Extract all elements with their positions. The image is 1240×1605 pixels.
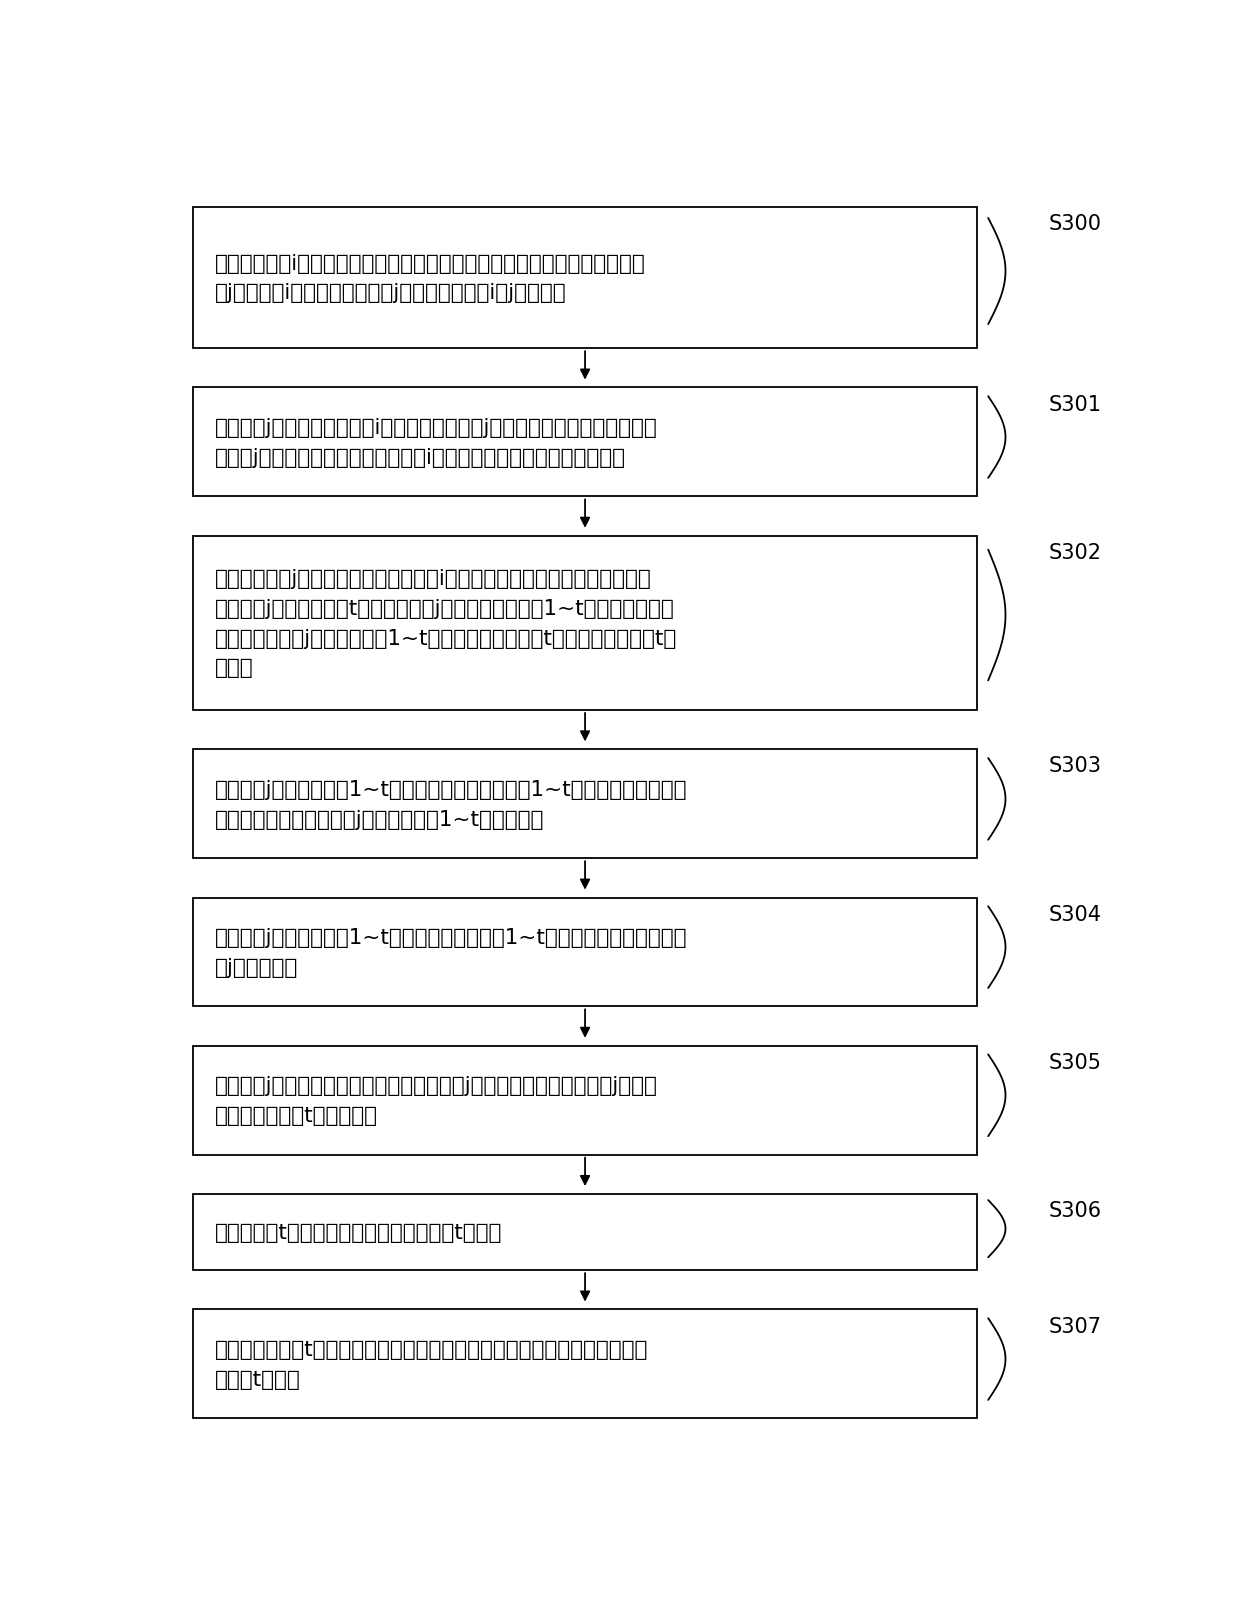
Text: S306: S306 <box>1049 1201 1102 1220</box>
Bar <box>193 388 977 498</box>
Bar <box>193 897 977 1006</box>
Text: 根据切片j的虚拟拉速及当前拉速，确定切片j的合成拉速，并根据切片j的合成
拉速确定冷却区t的合成拉速: 根据切片j的虚拟拉速及当前拉速，确定切片j的合成拉速，并根据切片j的合成 拉速确… <box>215 1075 657 1125</box>
Text: S301: S301 <box>1049 395 1101 414</box>
Text: 根据所述切片j到弯月面的距离、冷却区i的入口和出口分别到弯月面的距离，
确定切片j所在的冷却区t，并根据切片j进入和离开冷却区1~t的时刻以及当前
时刻，确定切: 根据所述切片j到弯月面的距离、冷却区i的入口和出口分别到弯月面的距离， 确定切片… <box>215 570 677 677</box>
Bar <box>193 750 977 859</box>
Bar <box>193 536 977 711</box>
Text: S305: S305 <box>1049 1053 1101 1072</box>
Text: 根据所述冷却区t的水量与预设的回路最大水量及最小水量的关系，调整所述
冷却区t的水量: 根据所述冷却区t的水量与预设的回路最大水量及最小水量的关系，调整所述 冷却区t的… <box>215 1339 649 1388</box>
Text: S303: S303 <box>1049 756 1101 775</box>
Text: 根据切片j分别在冷却区1~t的平均速度及冷却区1~t的冷却权重系数，确定切
片j的虚拟拉速: 根据切片j分别在冷却区1~t的平均速度及冷却区1~t的冷却权重系数，确定切 片j… <box>215 928 687 977</box>
Text: 记录切片j进入和离开冷却区i的时刻，以及切片j的当前拉速和当前时刻，并记
录切片j到弯月面的距离、以及冷却区i的入口和出口分别到弯月面的距离: 记录切片j进入和离开冷却区i的时刻，以及切片j的当前拉速和当前时刻，并记 录切片… <box>215 417 657 467</box>
Text: 根据冷却区t的合成拉速，确定所述冷却区t的水量: 根据冷却区t的合成拉速，确定所述冷却区t的水量 <box>215 1223 502 1242</box>
Text: S300: S300 <box>1049 213 1101 234</box>
Text: 根据切片j分别在冷却区1~t的停留时间，以及冷却区1~t的入口和出口分别到
弯月面的距离，确定切片j分别在冷却区1~t的平均速度: 根据切片j分别在冷却区1~t的停留时间，以及冷却区1~t的入口和出口分别到 弯月… <box>215 780 687 830</box>
Text: S307: S307 <box>1049 1316 1101 1335</box>
Bar <box>193 1310 977 1419</box>
Bar <box>193 207 977 348</box>
Text: S302: S302 <box>1049 542 1101 562</box>
Text: 初始化冷却区i的冷却权重系数，并将铸坯从弯月面到连铸机出口离散化为切
片j，其中，i为冷却区的序号，j为切片的序号，i、j为正整数: 初始化冷却区i的冷却权重系数，并将铸坯从弯月面到连铸机出口离散化为切 片j，其中… <box>215 254 645 303</box>
Bar <box>193 1046 977 1156</box>
Bar <box>193 1194 977 1271</box>
Text: S304: S304 <box>1049 904 1101 924</box>
